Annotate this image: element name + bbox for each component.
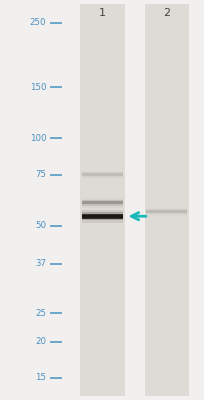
Bar [82,210,122,223]
Bar [144,4,188,396]
Text: 100: 100 [30,134,46,143]
Bar [82,214,122,219]
Text: 15: 15 [35,374,46,382]
Bar [82,174,122,176]
Bar [82,202,122,204]
Text: 20: 20 [35,337,46,346]
Text: 25: 25 [35,309,46,318]
Bar [146,210,186,213]
Text: 37: 37 [35,260,46,268]
Bar [146,209,186,214]
Text: 75: 75 [35,170,46,179]
Text: 150: 150 [30,83,46,92]
Bar [82,200,122,206]
Text: 50: 50 [35,222,46,230]
Text: 1: 1 [99,8,105,18]
Bar [82,212,122,220]
Text: 2: 2 [162,8,170,18]
Bar [82,215,122,218]
Bar [82,171,122,179]
Bar [146,208,186,216]
Bar [80,4,124,396]
Text: 250: 250 [30,18,46,27]
Bar [82,198,122,208]
Bar [82,172,122,177]
